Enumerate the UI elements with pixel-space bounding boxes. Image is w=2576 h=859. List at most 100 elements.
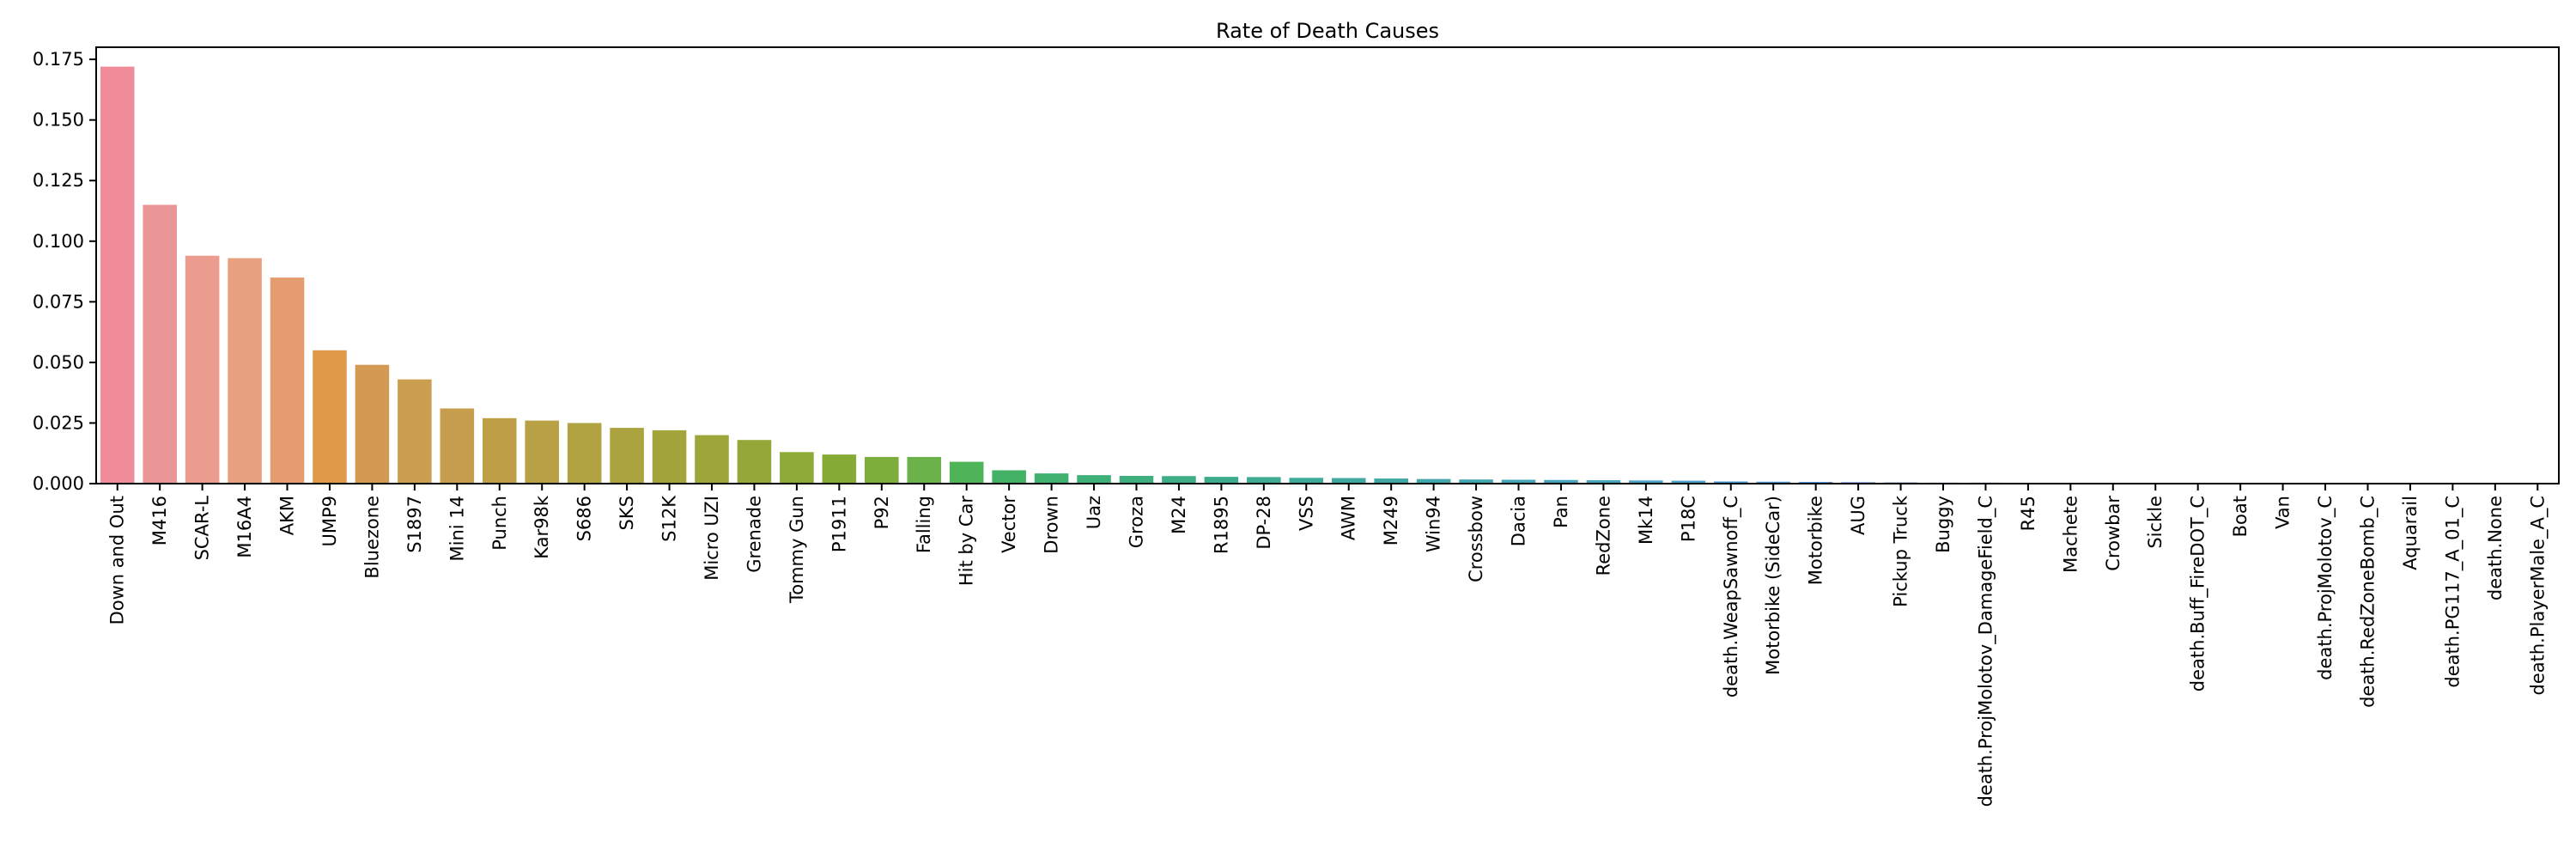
x-tick-label: Sickle	[2145, 496, 2166, 549]
x-tick-label: S686	[574, 496, 595, 541]
bar-29	[1331, 478, 1366, 484]
bar-34	[1544, 479, 1578, 484]
bar-21	[992, 470, 1026, 484]
bar-30	[1374, 478, 1408, 484]
x-tick-label: R1895	[1211, 496, 1231, 554]
x-tick-label: Bluezone	[361, 496, 382, 579]
bar-15	[737, 440, 772, 484]
x-tick-label: Dacia	[1509, 496, 1529, 546]
x-tick-label: Aquarail	[2400, 496, 2421, 570]
x-tick-label: SCAR-L	[192, 496, 213, 561]
bar-35	[1586, 480, 1621, 484]
x-tick-label: Boat	[2230, 496, 2251, 537]
bar-12	[610, 428, 644, 484]
bar-18	[865, 456, 899, 484]
x-axis: Down and Out M416 SCAR-L M16A4 AKM UMP9 Bluezo…	[107, 484, 2549, 807]
bars-group	[100, 66, 2555, 484]
bar-38	[1713, 481, 1748, 484]
bar-14	[695, 435, 729, 484]
bar-28	[1289, 478, 1324, 484]
x-tick-label: Punch	[489, 496, 510, 551]
x-tick-label: P92	[872, 496, 892, 529]
x-tick-label: RedZone	[1593, 496, 1613, 576]
x-tick-label: S12K	[659, 495, 680, 542]
x-tick-label: Machete	[2060, 496, 2081, 573]
bar-26	[1204, 477, 1239, 484]
bar-5	[313, 350, 347, 484]
y-tick-label: 0.075	[33, 291, 84, 312]
x-tick-label: M416	[149, 496, 170, 545]
bar-1	[143, 204, 177, 484]
x-tick-label: M24	[1169, 496, 1189, 534]
bar-13	[652, 430, 687, 484]
bar-10	[525, 420, 559, 484]
x-tick-label: M16A4	[234, 496, 255, 558]
bar-6	[355, 364, 390, 484]
x-tick-label: Vector	[999, 496, 1019, 553]
x-tick-label: AUG	[1848, 496, 1868, 535]
x-tick-label: Micro UZI	[702, 496, 722, 581]
y-tick-label: 0.125	[33, 170, 84, 191]
bar-39	[1756, 481, 1790, 484]
x-tick-label: Falling	[914, 496, 934, 553]
x-tick-label: death.Buff_FireDOT_C	[2188, 496, 2209, 691]
x-tick-label: VSS	[1296, 496, 1316, 531]
bar-7	[398, 379, 432, 484]
x-tick-label: death.RedZoneBomb_C	[2357, 496, 2379, 708]
bar-2	[185, 255, 220, 484]
y-tick-label: 0.175	[33, 49, 84, 70]
x-tick-label: Crossbow	[1466, 496, 1486, 582]
x-tick-label: Mini 14	[447, 496, 467, 562]
chart-title: Rate of Death Causes	[1216, 19, 1439, 43]
x-tick-label: Kar98k	[532, 495, 552, 559]
x-tick-label: death.PG117_A_01_C	[2442, 496, 2464, 688]
bar-33	[1501, 479, 1536, 484]
bar-31	[1416, 478, 1451, 484]
bar-17	[822, 454, 857, 484]
x-tick-label: death.ProjMolotov_C	[2315, 496, 2336, 680]
y-tick-label: 0.050	[33, 352, 84, 373]
x-tick-label: Groza	[1126, 496, 1146, 548]
bar-24	[1119, 475, 1154, 484]
bar-3	[228, 258, 262, 484]
y-tick-label: 0.000	[33, 473, 84, 494]
bar-32	[1459, 479, 1493, 484]
x-tick-label: AKM	[277, 496, 298, 535]
x-tick-label: Motorbike	[1806, 496, 1826, 585]
x-tick-label: M249	[1381, 496, 1401, 545]
x-tick-label: Hit by Car	[957, 496, 977, 586]
x-tick-label: Down and Out	[107, 496, 128, 624]
bar-8	[440, 408, 475, 484]
x-tick-label: P18C	[1678, 496, 1698, 542]
x-tick-label: Pan	[1551, 496, 1571, 528]
x-tick-label: P1911	[829, 496, 849, 552]
x-tick-label: death.ProjMolotov_DamageField_C	[1975, 496, 1996, 807]
x-tick-label: death.None	[2485, 496, 2506, 600]
bar-22	[1034, 473, 1069, 484]
x-tick-label: Drown	[1042, 496, 1062, 554]
bar-11	[567, 423, 602, 484]
y-tick-label: 0.025	[33, 412, 84, 433]
x-tick-label: R45	[2018, 496, 2038, 531]
x-tick-label: Buggy	[1933, 496, 1953, 553]
bar-23	[1077, 475, 1111, 484]
x-tick-label: Mk14	[1636, 496, 1656, 545]
plot-frame	[95, 46, 2560, 484]
x-tick-label: AWM	[1339, 496, 1359, 540]
x-tick-label: death.WeapSawnoff_C	[1721, 496, 1742, 698]
bar-37	[1671, 480, 1706, 484]
x-tick-label: Uaz	[1084, 496, 1104, 529]
bar-20	[949, 461, 984, 484]
x-tick-label: S1897	[404, 496, 425, 553]
bar-9	[482, 417, 517, 484]
x-tick-label: death.PlayerMale_A_C	[2527, 496, 2549, 695]
y-tick-label: 0.150	[33, 110, 84, 131]
x-tick-label: Win94	[1424, 496, 1444, 552]
bar-0	[100, 66, 135, 484]
x-tick-label: Motorbike (SideCar)	[1763, 496, 1783, 675]
bar-19	[907, 456, 942, 484]
y-tick-label: 0.100	[33, 231, 84, 252]
x-tick-label: Grenade	[744, 496, 764, 573]
